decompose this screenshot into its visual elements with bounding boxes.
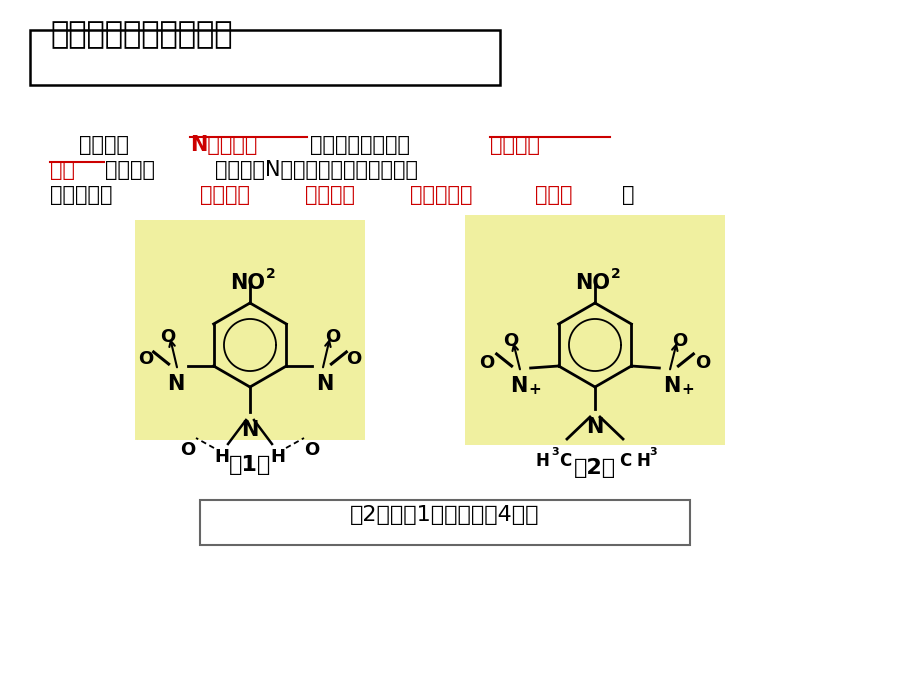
Text: N: N <box>662 376 680 396</box>
Text: （1）: （1） <box>229 455 271 475</box>
Text: +: + <box>528 382 542 397</box>
Text: +: + <box>681 382 694 397</box>
Text: 2: 2 <box>611 267 621 281</box>
Text: N: N <box>316 374 333 394</box>
Text: N: N <box>510 376 527 396</box>
Text: O: O <box>696 354 711 372</box>
Bar <box>200 500 690 545</box>
Bar <box>30 30 500 85</box>
Text: O: O <box>671 332 687 350</box>
Text: 3: 3 <box>649 447 657 457</box>
Text: 碱性强: 碱性强 <box>535 185 572 205</box>
Text: O: O <box>346 350 362 368</box>
Text: N: N <box>586 417 604 437</box>
Text: C: C <box>619 452 631 470</box>
Text: O: O <box>180 441 195 459</box>
Text: 碱性弱，: 碱性弱， <box>305 185 355 205</box>
Text: C: C <box>559 452 572 470</box>
Text: NO: NO <box>575 273 610 293</box>
Text: 代基: 代基 <box>50 160 75 180</box>
Text: O: O <box>160 328 176 346</box>
Text: N: N <box>241 420 258 440</box>
Text: 苯环共轭，: 苯环共轭， <box>50 185 112 205</box>
Text: 能共轭，: 能共轭， <box>200 185 250 205</box>
Text: （2）: （2） <box>574 458 617 478</box>
Text: H: H <box>536 452 549 470</box>
Bar <box>465 215 725 445</box>
Text: 芳香胺碱性强弱的分析: 芳香胺碱性强弱的分析 <box>50 20 232 49</box>
Text: （2）比（1）的碱性强4万倍: （2）比（1）的碱性强4万倍 <box>350 505 540 525</box>
Text: N上取代基: N上取代基 <box>190 135 257 155</box>
Text: O: O <box>304 441 320 459</box>
Text: NO: NO <box>230 273 266 293</box>
Text: 首先考虑N上的孤电子对，能不能与: 首先考虑N上的孤电子对，能不能与 <box>215 160 418 180</box>
Text: 。: 。 <box>622 185 634 205</box>
Text: 的影响。: 的影响。 <box>105 160 155 180</box>
Text: H: H <box>214 448 230 466</box>
Bar <box>135 220 365 440</box>
Text: 2: 2 <box>266 267 275 281</box>
Text: O: O <box>138 350 153 368</box>
Text: 3: 3 <box>551 447 559 457</box>
Text: 既要考虑: 既要考虑 <box>50 135 129 155</box>
Text: H: H <box>271 448 285 466</box>
Text: 的影响，也要考虑: 的影响，也要考虑 <box>310 135 410 155</box>
Text: 苯环上取: 苯环上取 <box>490 135 540 155</box>
Text: O: O <box>503 332 518 350</box>
Text: O: O <box>325 328 340 346</box>
Text: O: O <box>479 354 494 372</box>
Text: H: H <box>637 452 651 470</box>
Text: N: N <box>166 374 184 394</box>
Text: 不能共轭，: 不能共轭， <box>410 185 473 205</box>
